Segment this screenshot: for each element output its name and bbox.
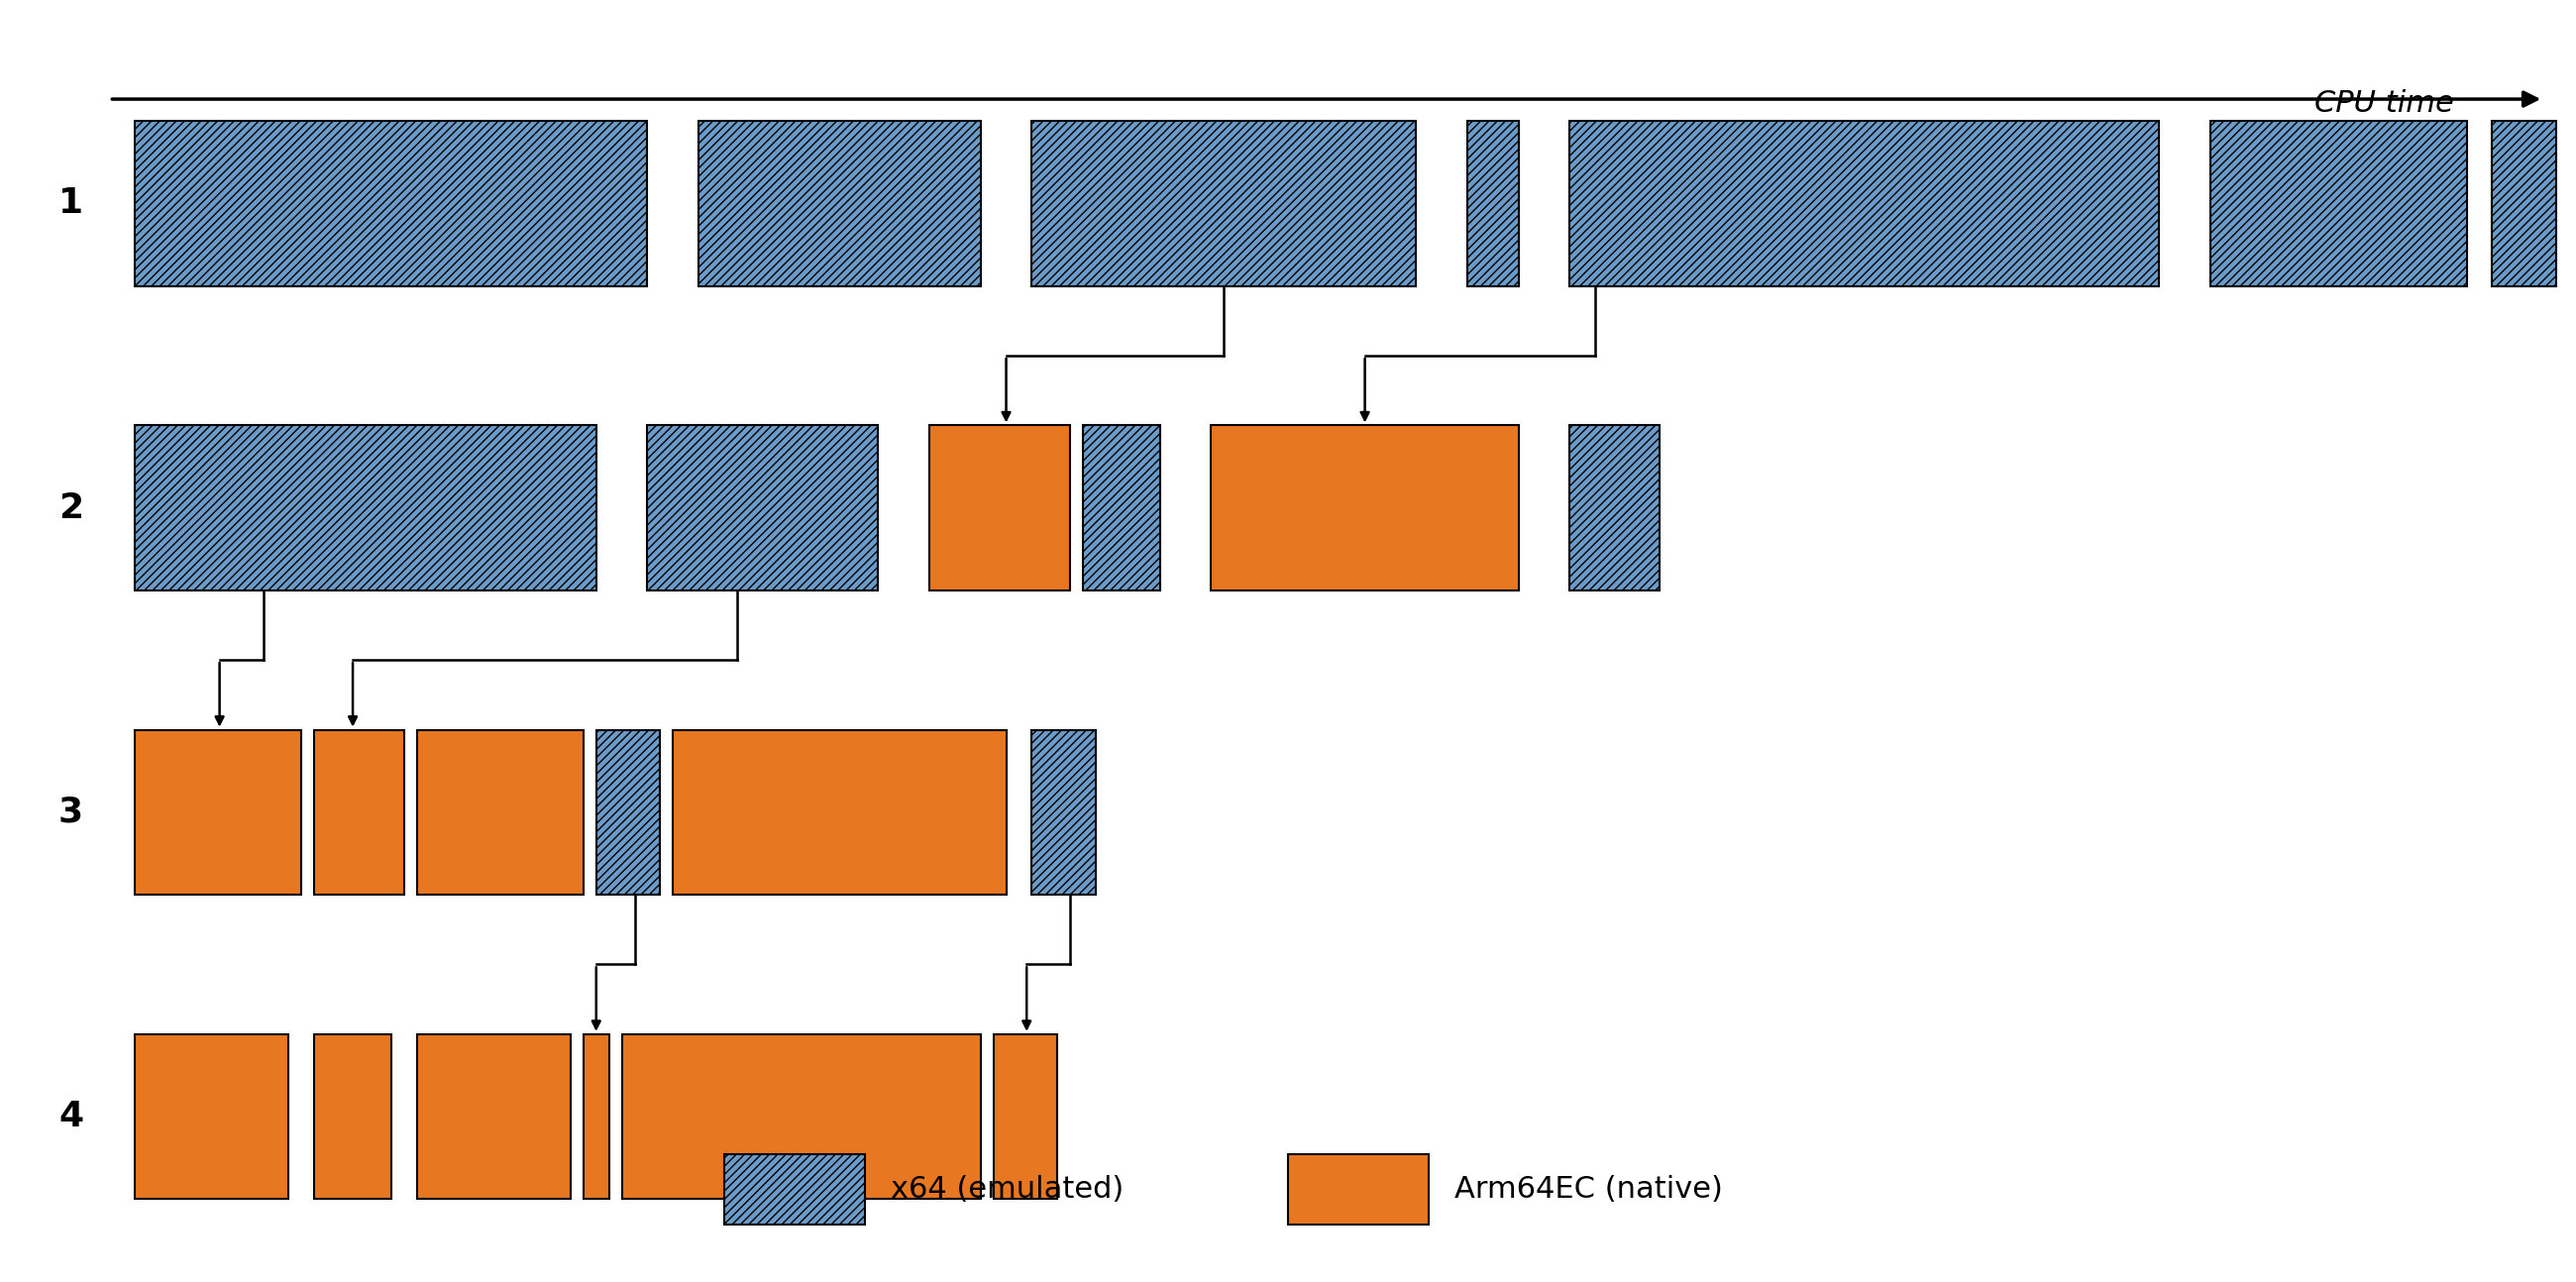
FancyBboxPatch shape [1468,121,1520,286]
FancyBboxPatch shape [672,729,1007,895]
FancyBboxPatch shape [1211,426,1520,590]
FancyBboxPatch shape [994,1035,1056,1199]
FancyBboxPatch shape [1082,426,1159,590]
FancyBboxPatch shape [134,426,595,590]
FancyBboxPatch shape [314,1035,392,1199]
Text: CPU time: CPU time [2313,90,2455,118]
FancyBboxPatch shape [417,1035,569,1199]
Text: 2: 2 [59,491,82,524]
FancyBboxPatch shape [1569,426,1659,590]
Text: 4: 4 [59,1100,82,1133]
FancyBboxPatch shape [2491,121,2555,286]
FancyBboxPatch shape [1033,121,1417,286]
FancyBboxPatch shape [2210,121,2468,286]
FancyBboxPatch shape [417,729,582,895]
Text: 1: 1 [59,187,82,221]
FancyBboxPatch shape [582,1035,608,1199]
FancyBboxPatch shape [134,729,301,895]
Text: 3: 3 [59,795,82,829]
FancyBboxPatch shape [724,1155,866,1224]
FancyBboxPatch shape [134,1035,289,1199]
FancyBboxPatch shape [1288,1155,1430,1224]
Text: x64 (emulated): x64 (emulated) [891,1174,1123,1204]
FancyBboxPatch shape [1033,729,1095,895]
FancyBboxPatch shape [621,1035,981,1199]
FancyBboxPatch shape [647,426,878,590]
FancyBboxPatch shape [930,426,1069,590]
FancyBboxPatch shape [595,729,659,895]
FancyBboxPatch shape [698,121,981,286]
FancyBboxPatch shape [314,729,404,895]
FancyBboxPatch shape [1569,121,2159,286]
FancyBboxPatch shape [134,121,647,286]
Text: Arm64EC (native): Arm64EC (native) [1455,1174,1723,1204]
